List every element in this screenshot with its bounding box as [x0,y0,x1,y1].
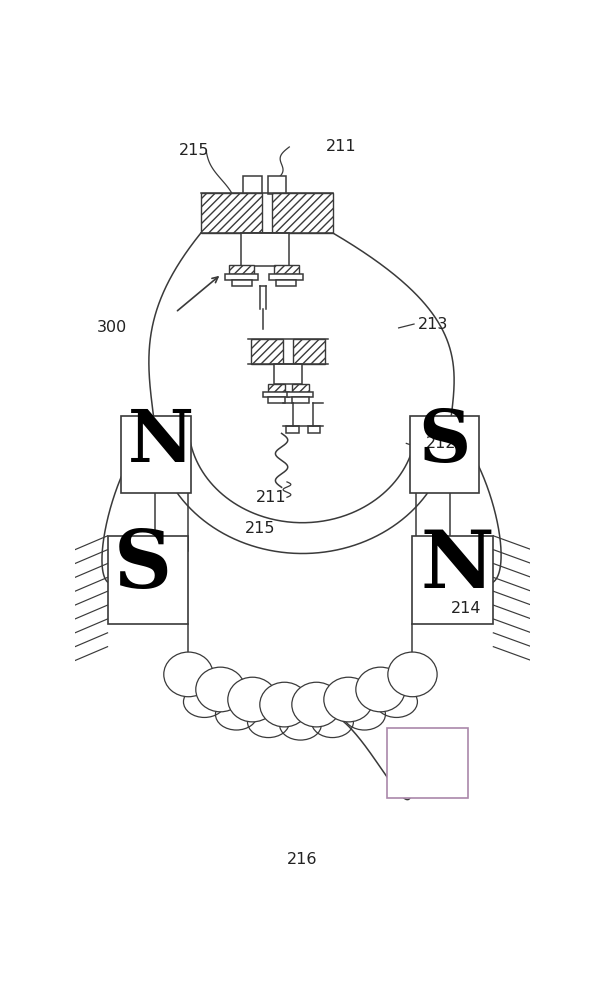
Bar [286,426,299,433]
Text: N: N [420,527,494,605]
Bar [287,392,313,397]
Ellipse shape [228,677,277,722]
Bar [263,392,289,397]
Text: 300: 300 [97,320,127,335]
Bar [268,384,284,392]
Bar [201,193,263,233]
Text: 216: 216 [287,852,317,867]
Text: 215: 215 [179,143,210,158]
Bar [230,265,254,274]
Text: N: N [127,406,194,477]
Text: S: S [418,406,470,477]
Bar [276,280,296,286]
Bar [231,280,251,286]
Text: 214: 214 [451,601,481,616]
Ellipse shape [164,652,213,697]
Bar [225,274,258,280]
Bar [291,384,309,392]
Bar [254,233,276,256]
Bar [241,233,289,266]
Bar [271,193,333,233]
Bar [274,364,301,384]
Bar [269,274,303,280]
Bar [274,265,299,274]
Text: S: S [114,527,172,605]
Bar [107,536,188,624]
Bar [410,416,480,493]
Bar [122,416,191,493]
Bar [308,426,320,433]
Ellipse shape [260,682,309,727]
Text: 211: 211 [256,490,287,505]
Bar [268,176,286,194]
Bar [412,536,493,624]
Bar [387,728,468,798]
Ellipse shape [324,677,373,722]
Text: 213: 213 [418,317,448,332]
Ellipse shape [356,667,405,712]
Text: 215: 215 [245,521,276,536]
Bar [291,397,309,403]
Bar [243,176,261,194]
Text: 211: 211 [326,139,356,154]
Bar [293,339,326,364]
Text: 212: 212 [425,436,456,451]
Ellipse shape [196,667,245,712]
Bar [268,397,284,403]
Ellipse shape [292,682,341,727]
Bar [251,339,283,364]
Ellipse shape [388,652,437,697]
